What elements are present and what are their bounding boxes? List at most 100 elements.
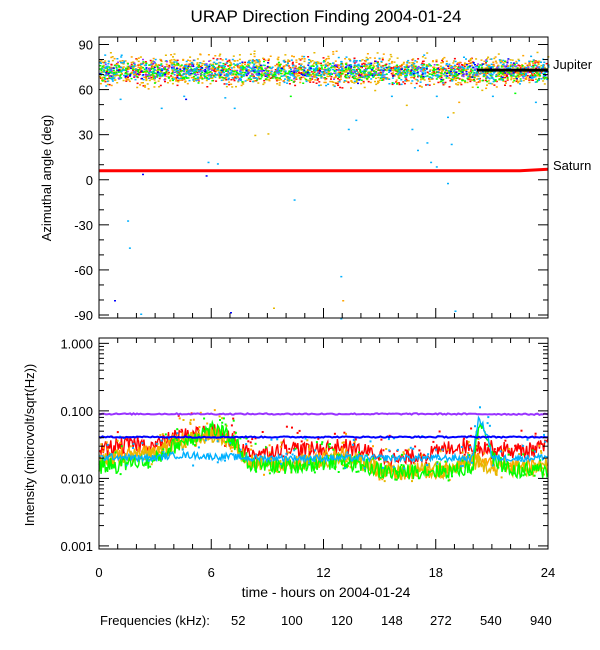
intensity-point-272	[424, 456, 427, 459]
intensity-point-148	[225, 440, 228, 443]
azimuth-point-940	[255, 73, 258, 75]
azimuth-point-52	[306, 69, 309, 71]
azimuth-point-540	[252, 70, 255, 72]
azimuth-point-52	[529, 71, 532, 73]
azimuth-point-100	[282, 71, 285, 73]
azimuth-point-272	[266, 75, 268, 78]
intensity-point-100	[345, 432, 347, 435]
intensity-point-272	[436, 462, 439, 465]
azimuth-point-52	[506, 79, 509, 81]
azimuth-point-272	[453, 73, 456, 75]
azimuth-point-52	[292, 73, 295, 75]
azimuth-point-540	[400, 68, 403, 70]
azimuth-point-272	[502, 59, 505, 62]
azimuth-point-272	[448, 63, 451, 65]
intensity-point-52	[230, 424, 233, 427]
azimuth-point-272	[185, 60, 188, 63]
intensity-point-148	[332, 448, 335, 451]
azimuth-point-120	[361, 72, 364, 75]
azimuth-point-100	[475, 83, 478, 86]
intensity-point-148	[99, 467, 102, 469]
azimuth-point-148	[374, 71, 377, 74]
azimuth-point-540	[301, 74, 304, 76]
azimuth-point-100	[287, 60, 290, 62]
intensity-point-272	[304, 454, 306, 457]
intensity-point-272	[432, 455, 434, 458]
azimuth-point-120	[355, 81, 358, 83]
azimuth-point-148	[288, 71, 291, 73]
azimuth-point-272	[397, 66, 400, 69]
azimuth-point-272	[275, 72, 278, 74]
azimuth-point-120	[288, 79, 291, 82]
azimuth-point-148	[243, 72, 246, 74]
azimuth-point-52	[417, 75, 419, 78]
azimuth-point-120	[504, 82, 507, 84]
intensity-point-148	[358, 451, 360, 454]
azimuth-point-148	[260, 67, 263, 69]
azimuth-point-272	[396, 73, 399, 76]
azimuth-point-100	[339, 78, 342, 80]
azimuth-point-272	[349, 60, 352, 62]
azimuth-point-148	[203, 75, 206, 77]
azimuth-point-540	[192, 65, 195, 68]
azimuth-point-940	[485, 59, 488, 61]
azimuth-point-120	[316, 61, 319, 63]
azimuth-point-120	[536, 51, 539, 54]
azimuth-point-52	[362, 62, 365, 65]
azimuth-point-100	[407, 80, 410, 82]
azimuth-point-100	[125, 78, 128, 80]
azimuth-point-272	[353, 80, 356, 83]
intensity-point-52	[285, 425, 288, 428]
azimuth-point-148	[470, 72, 473, 74]
azimuth-point-540	[136, 73, 139, 75]
intensity-series-540	[98, 435, 549, 439]
azimuth-point-940	[277, 72, 280, 75]
azimuth-point-272	[416, 73, 419, 75]
azimuth-point-940	[527, 66, 530, 69]
azimuth-point-100	[400, 73, 403, 75]
azimuth-point-100	[151, 64, 153, 67]
azimuth-point-120	[231, 86, 234, 88]
azimuth-point-148	[113, 72, 116, 74]
azimuth-point-100	[362, 82, 365, 84]
azimuth-point-272	[411, 80, 414, 82]
azimuth-point-940	[293, 67, 296, 69]
azimuth-point-148	[347, 68, 350, 70]
azimuth-point-272	[133, 63, 136, 66]
azimuth-point-272	[257, 69, 260, 72]
azimuth-point-540	[129, 73, 132, 76]
azimuth-point-100	[324, 59, 327, 61]
azimuth-point-52	[404, 68, 407, 71]
intensity-point-272	[470, 461, 473, 464]
azimuth-point-52	[99, 77, 102, 79]
azimuth-point-148	[142, 61, 145, 63]
azimuth-point-100	[534, 60, 537, 63]
azimuth-point-148	[321, 68, 323, 70]
azimuth-point-52	[336, 82, 339, 85]
azimuth-point-100	[299, 81, 302, 84]
azimuth-point-52	[104, 80, 107, 83]
intensity-point-52	[404, 449, 407, 452]
azimuth-point-148	[278, 77, 281, 79]
azimuth-point-940	[151, 63, 154, 65]
azimuth-point-272	[432, 74, 434, 77]
intensity-point-148	[395, 470, 397, 473]
intensity-point-148	[436, 461, 439, 464]
azimuth-point-272	[256, 72, 259, 75]
azimuth-point-272	[323, 74, 326, 76]
azimuth-point-148	[302, 82, 305, 84]
azimuth-point-100	[517, 81, 520, 84]
azimuth-point-52	[306, 72, 309, 75]
azimuth-point-540	[512, 62, 515, 64]
azimuth-point-120	[122, 79, 125, 82]
intensity-point-52	[224, 444, 227, 447]
azimuth-point-540	[303, 69, 306, 71]
azimuth-point-148	[381, 79, 384, 81]
azimuth-point-120	[215, 69, 218, 72]
azimuth-point-52	[505, 74, 508, 77]
azimuth-point-148	[404, 71, 407, 74]
azimuth-point-272	[157, 73, 160, 75]
azimuth-point-940	[522, 77, 525, 79]
azimuth-point-272	[340, 61, 343, 63]
azimuth-point-540	[504, 72, 507, 74]
